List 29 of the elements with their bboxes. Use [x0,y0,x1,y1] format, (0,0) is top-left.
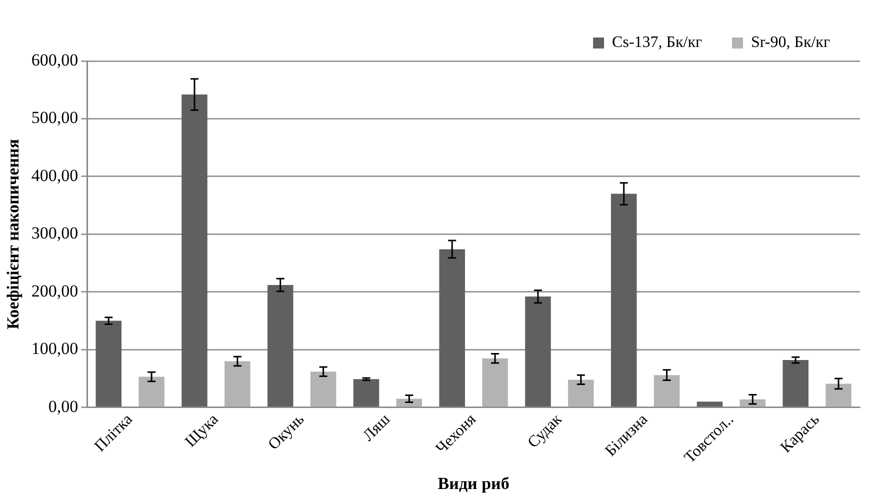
bar [568,380,594,407]
bar [654,375,680,407]
y-axis-title: Коефіцієнт накопичення [4,139,23,330]
y-tick-label: 100,00 [31,339,78,358]
bar [482,358,508,407]
y-tick-label: 600,00 [31,50,78,70]
x-axis-title: Види риб [438,474,510,494]
bar [439,249,465,407]
bar [138,376,164,407]
bar [610,194,637,407]
legend-label: Cs-137, Бк/кг [612,34,702,52]
bar [353,379,380,407]
bar [525,296,551,407]
bar [96,320,122,407]
bar [310,372,336,407]
x-tick-label: Ляш [360,410,394,445]
bar [267,285,294,407]
y-tick-label: 0,00 [48,396,78,416]
y-tick-label: 200,00 [31,281,78,300]
y-tick-label: 300,00 [31,224,78,243]
bar [782,360,808,407]
y-tick-label: 500,00 [31,108,78,128]
bar [224,361,250,407]
bar [182,94,208,407]
bar [696,402,723,407]
bar [396,398,422,407]
bar [826,384,852,407]
y-tick-label: 400,00 [31,166,78,185]
legend-label: Sr-90, Бк/кг [751,34,830,52]
